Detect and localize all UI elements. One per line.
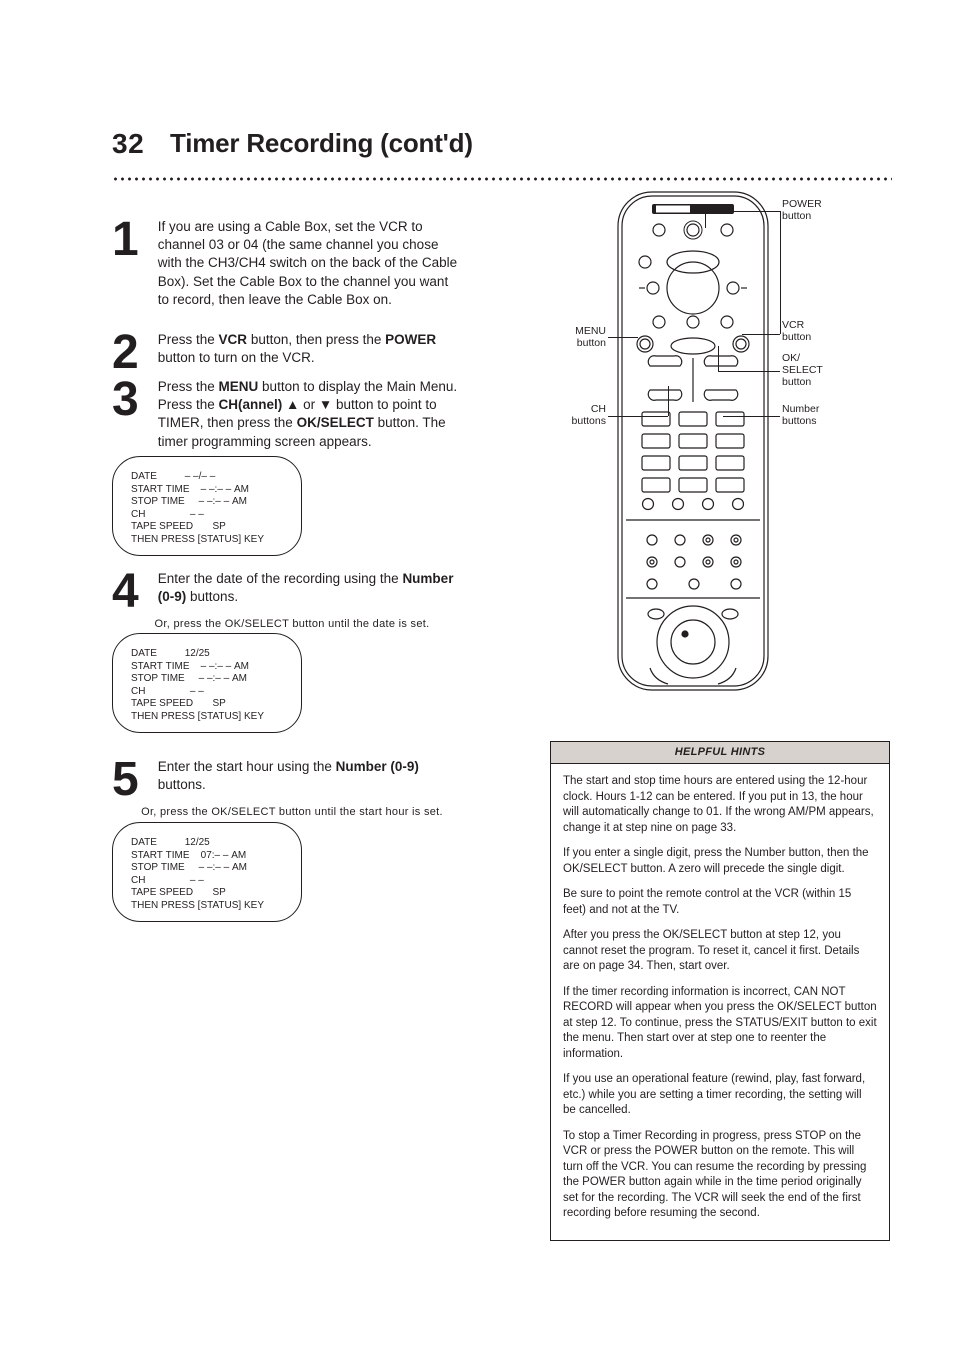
screen-bubble: DATE – –/– –START TIME – –:– – AMSTOP TI…: [112, 456, 302, 556]
callout-line: [718, 371, 780, 372]
step-body: Enter the date of the recording using th…: [158, 570, 458, 606]
step-number: 1: [112, 218, 154, 261]
bubble-row: THEN PRESS [STATUS] KEY: [131, 900, 283, 913]
callout-line: [742, 334, 780, 335]
hint-paragraph: To stop a Timer Recording in progress, p…: [563, 1129, 877, 1222]
step-number: 4: [112, 570, 154, 613]
callout-line: [705, 211, 706, 228]
bubble-row: START TIME 07:– – AM: [131, 850, 283, 863]
bubble-row: TAPE SPEED SP: [131, 521, 283, 534]
step-1: 1 If you are using a Cable Box, set the …: [112, 218, 472, 309]
callout-line: [668, 386, 669, 416]
bubble-row: DATE 12/25: [131, 648, 283, 661]
callout-line: [780, 211, 781, 334]
step-number: 5: [112, 758, 154, 801]
hint-paragraph: If the timer recording information is in…: [563, 985, 877, 1063]
bubble-row: STOP TIME – –:– – AM: [131, 496, 283, 509]
callout-vcr: VCRbutton: [782, 319, 902, 343]
callout-line: [608, 416, 668, 417]
hint-paragraph: If you enter a single digit, press the N…: [563, 846, 877, 877]
callout-line: [718, 346, 719, 371]
bubble-row: CH – –: [131, 875, 283, 888]
step-body: If you are using a Cable Box, set the VC…: [158, 218, 458, 309]
bubble-row: CH – –: [131, 509, 283, 522]
bubble-row: TAPE SPEED SP: [131, 698, 283, 711]
callout-menu: MENUbutton: [486, 325, 606, 349]
step-4: 4 Enter the date of the recording using …: [112, 570, 472, 634]
hint-paragraph: After you press the OK/SELECT button at …: [563, 928, 877, 975]
hints-title: HELPFUL HINTS: [551, 742, 889, 764]
step-body: Enter the start hour using the Number (0…: [158, 758, 458, 794]
bubble-row: STOP TIME – –:– – AM: [131, 673, 283, 686]
bubble-row: THEN PRESS [STATUS] KEY: [131, 534, 283, 547]
bubble-row: STOP TIME – –:– – AM: [131, 862, 283, 875]
step-2: 2 Press the VCR button, then press the P…: [112, 331, 472, 374]
hints-body: The start and stop time hours are entere…: [551, 764, 889, 1244]
callout-line: [705, 211, 780, 212]
or-line: Or, press the OK/SELECT button until the…: [112, 805, 472, 820]
bubble-row: DATE – –/– –: [131, 471, 283, 484]
bubble-row: THEN PRESS [STATUS] KEY: [131, 711, 283, 724]
screen-bubble: DATE 12/25START TIME 07:– – AMSTOP TIME …: [112, 822, 302, 922]
callout-line: [723, 416, 780, 417]
callout-line: [608, 337, 638, 338]
callout-numbers: Numberbuttons: [782, 403, 902, 427]
bubble-row: DATE 12/25: [131, 837, 283, 850]
callout-ch: CHbuttons: [486, 403, 606, 427]
screen-bubble: DATE 12/25START TIME – –:– – AMSTOP TIME…: [112, 633, 302, 733]
or-line: Or, press the OK/SELECT button until the…: [112, 617, 472, 632]
step-body: Press the MENU button to display the Mai…: [158, 378, 458, 451]
callout-power: POWERbutton: [782, 198, 902, 222]
hints-panel: HELPFUL HINTS The start and stop time ho…: [550, 741, 890, 1241]
hint-paragraph: Be sure to point the remote control at t…: [563, 887, 877, 918]
step-number: 3: [112, 378, 154, 421]
step-body: Press the VCR button, then press the POW…: [158, 331, 458, 367]
header-rule: [112, 176, 892, 182]
step-number: 2: [112, 331, 154, 374]
hint-paragraph: If you use an operational feature (rewin…: [563, 1072, 877, 1119]
remote-illustration: [612, 190, 774, 692]
bubble-row: START TIME – –:– – AM: [131, 661, 283, 674]
bubble-row: TAPE SPEED SP: [131, 887, 283, 900]
callout-select: OK/SELECTbutton: [782, 352, 902, 388]
page: 32 Timer Recording (cont'd) 1 If you are…: [0, 0, 954, 1348]
step-5: 5 Enter the start hour using the Number …: [112, 758, 472, 822]
step-3: 3 Press the MENU button to display the M…: [112, 378, 472, 451]
bubble-row: START TIME – –:– – AM: [131, 484, 283, 497]
hint-paragraph: The start and stop time hours are entere…: [563, 774, 877, 836]
page-number: 32: [112, 128, 144, 160]
page-title: Timer Recording (cont'd): [170, 128, 473, 159]
bubble-row: CH – –: [131, 686, 283, 699]
